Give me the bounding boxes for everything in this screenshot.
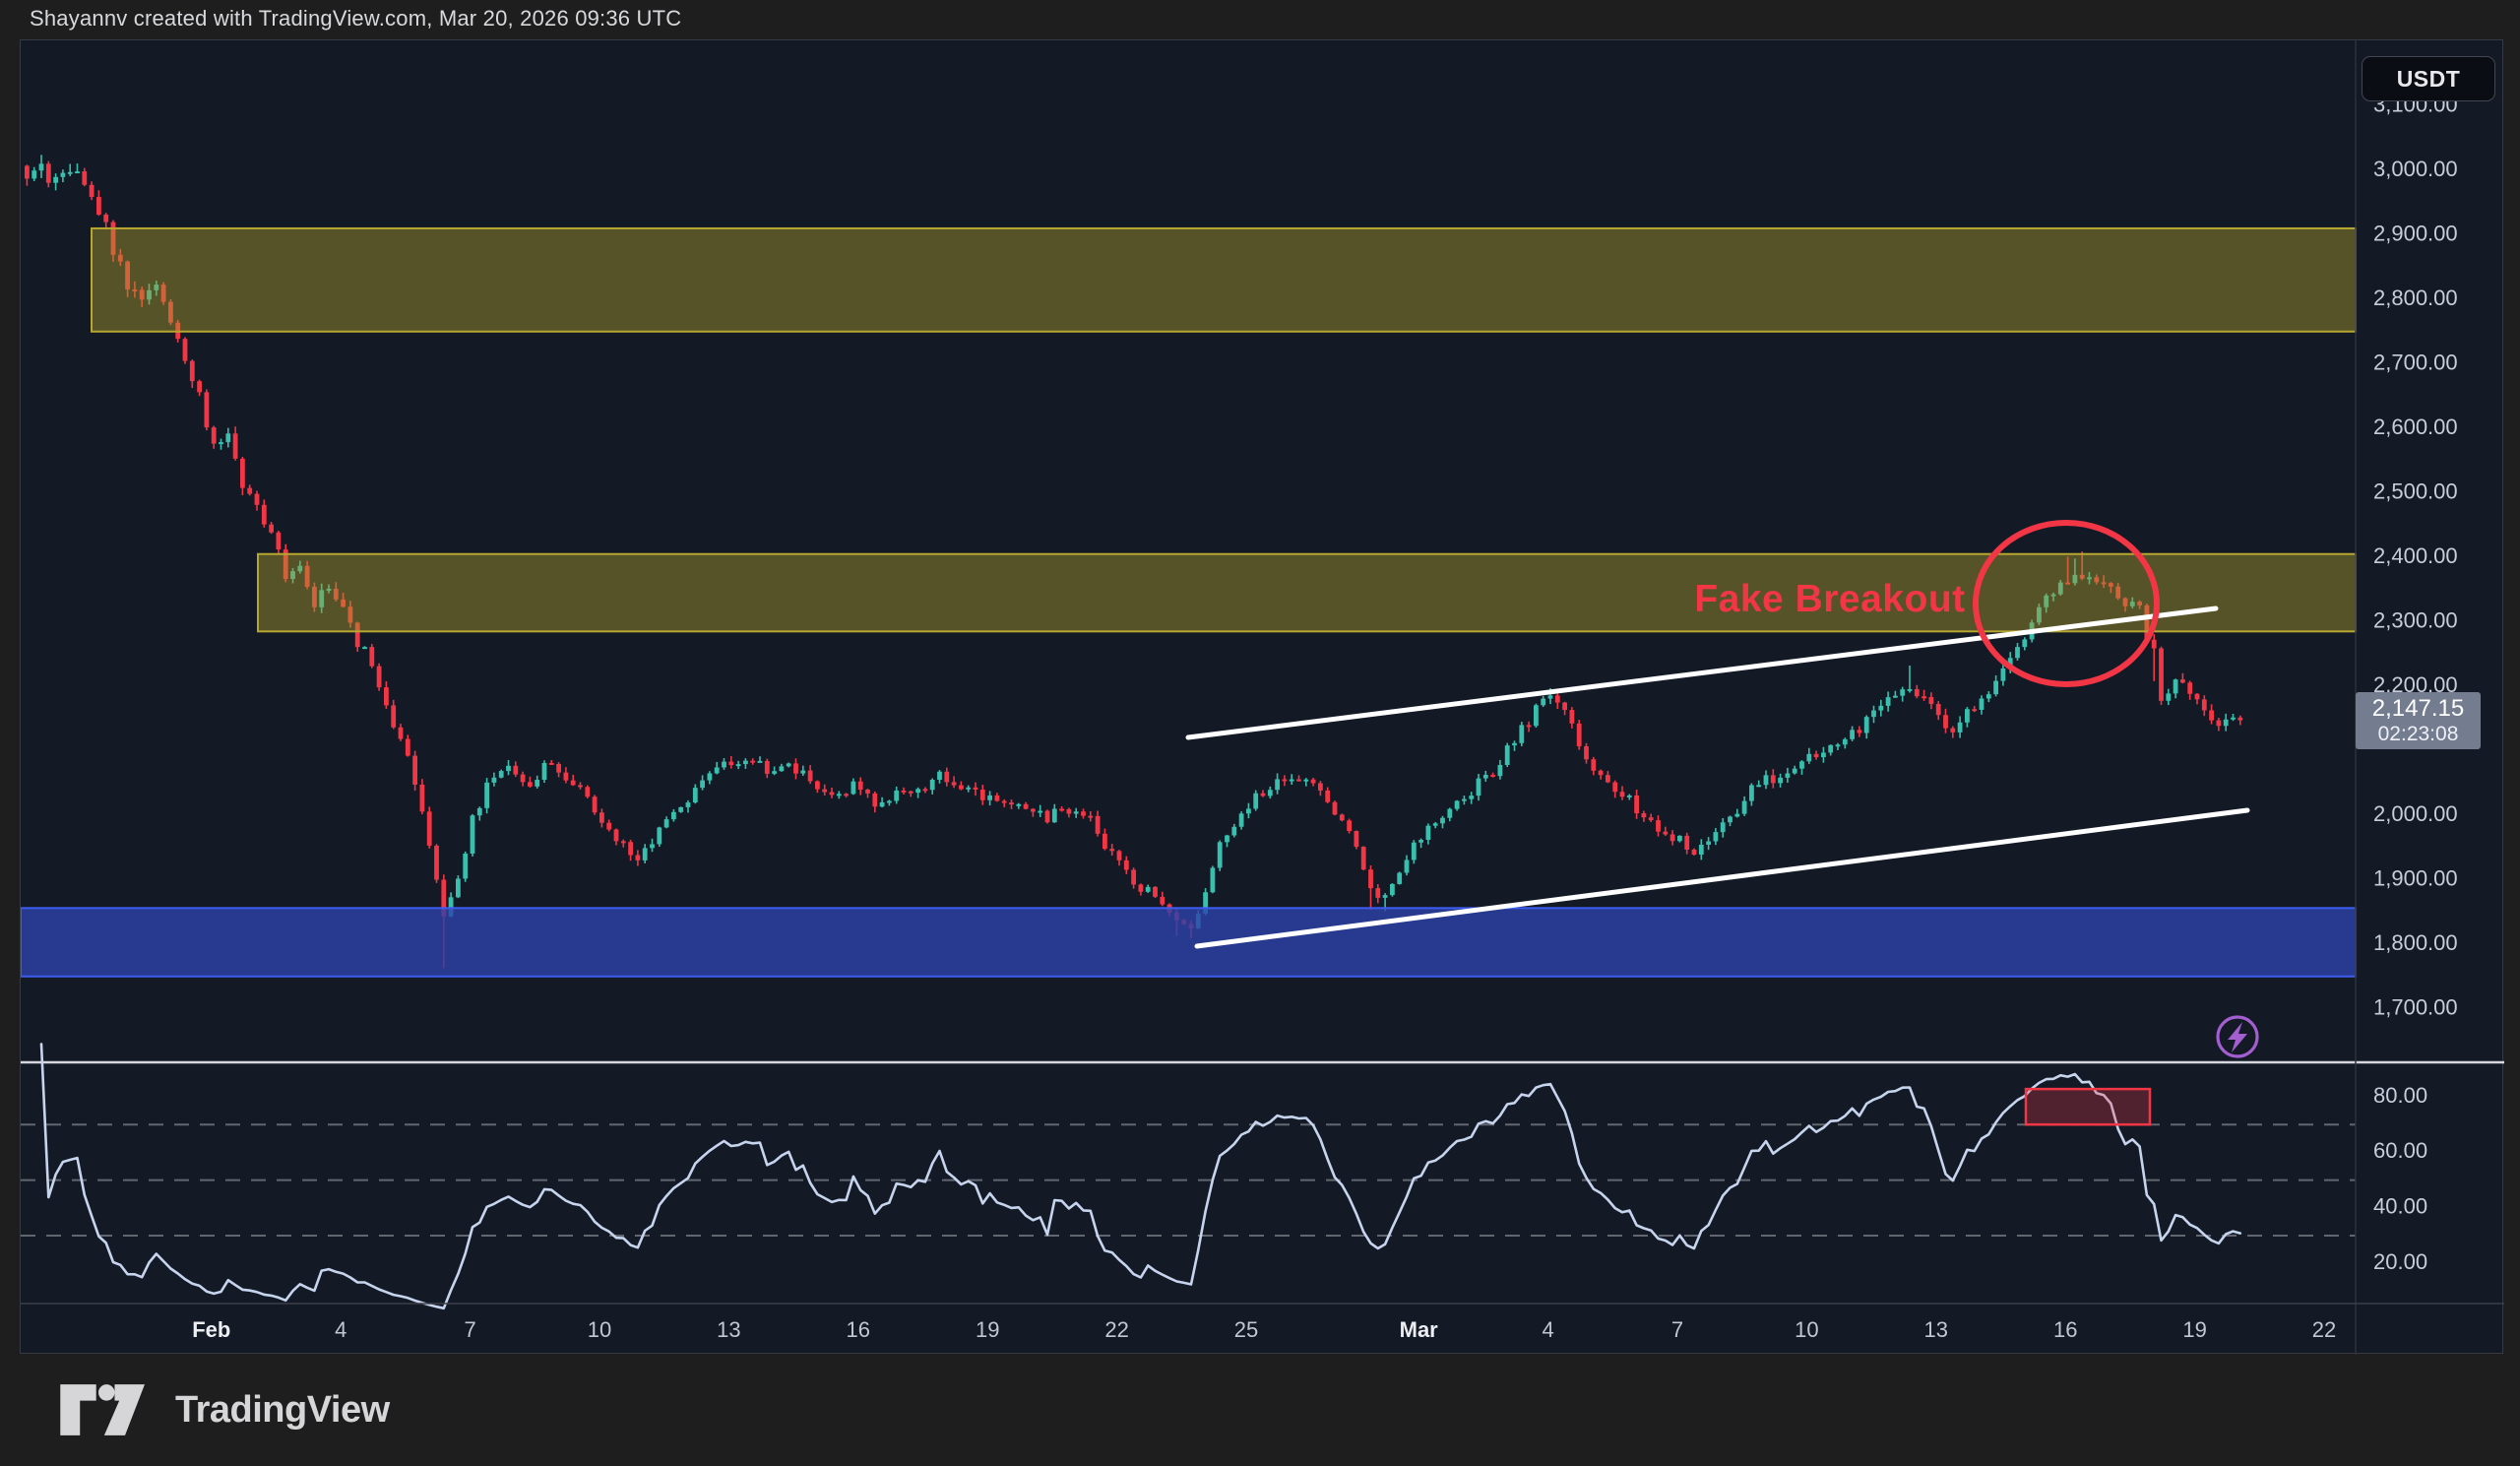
time-label-16-19: 16	[847, 1317, 870, 1342]
tradingview-logo[interactable]: TradingView	[57, 1383, 390, 1436]
tradingview-logo-icon	[60, 1384, 145, 1435]
time-label-4-7: 4	[335, 1317, 346, 1342]
last-price-label[interactable]: 2,147.15 02:23:08	[2356, 692, 2481, 749]
time-label-10-41: 10	[1795, 1317, 1818, 1342]
channel-top[interactable]	[1185, 606, 2219, 740]
chart-panel: 3,100.00 3,000.00 2,900.00 2,800.00 2,700.00…	[20, 39, 2504, 1355]
last-price-value: 2,147.15	[2371, 695, 2465, 723]
time-label-10-13: 10	[588, 1317, 611, 1342]
rsi-line	[39, 1043, 2242, 1310]
time-label-7-38: 7	[1671, 1317, 1683, 1342]
time-label-4-35: 4	[1542, 1317, 1553, 1342]
lightning-boost-icon[interactable]	[2216, 1015, 2259, 1058]
time-label-19-50: 19	[2182, 1317, 2206, 1342]
price-tick-1900: 1,900.00	[2373, 865, 2458, 890]
price-zones[interactable]	[21, 226, 2357, 978]
time-label-22-25: 22	[1104, 1317, 1128, 1342]
time-scale[interactable]: Feb 4 7 10 13 16 19 22 25 Mar 4 7 10 13 16 19 22	[192, 1317, 2336, 1342]
price-tick-2000: 2,000.00	[2373, 801, 2458, 826]
supply-zone-lower[interactable]	[257, 552, 2357, 633]
rsi-tick-60: 60.00	[2373, 1138, 2427, 1163]
tradingview-logo-text: TradingView	[175, 1388, 390, 1431]
demand-zone[interactable]	[21, 907, 2357, 978]
time-label-13-16: 13	[717, 1317, 740, 1342]
attribution-text: Shayannv created with TradingView.com, M…	[30, 6, 682, 31]
channel-bottom[interactable]	[1194, 807, 2250, 949]
rsi-tick-20: 20.00	[2373, 1249, 2427, 1274]
time-label-22-53: 22	[2312, 1317, 2336, 1342]
price-tick-2500: 2,500.00	[2373, 478, 2458, 503]
price-tick-2400: 2,400.00	[2373, 543, 2458, 568]
fake-breakout-label[interactable]: Fake Breakout	[1694, 578, 1966, 620]
price-tick-1700: 1,700.00	[2373, 994, 2458, 1019]
rsi-tick-80: 80.00	[2373, 1083, 2427, 1108]
price-tick-1800: 1,800.00	[2373, 930, 2458, 955]
price-scale[interactable]: 3,100.003,000.002,900.002,800.002,700.00…	[2373, 92, 2458, 1019]
time-label-13-44: 13	[1924, 1317, 1948, 1342]
currency-toggle-button[interactable]: USDT	[2362, 56, 2495, 101]
footer-bar: TradingView	[0, 1356, 2520, 1466]
time-label-19-22: 19	[976, 1317, 999, 1342]
candle-countdown: 02:23:08	[2377, 722, 2459, 745]
time-label-mar-32: Mar	[1400, 1317, 1439, 1342]
fake-breakout-circle[interactable]	[1973, 520, 2160, 687]
rsi-pane	[21, 1043, 2356, 1310]
time-label-feb-4: Feb	[192, 1317, 230, 1342]
trendlines[interactable]	[1185, 606, 2250, 949]
price-tick-2300: 2,300.00	[2373, 607, 2458, 632]
time-label-25-28: 25	[1234, 1317, 1258, 1342]
candlestick-series	[25, 155, 2243, 969]
chart-canvas[interactable]: 3,100.003,000.002,900.002,800.002,700.00…	[21, 40, 2504, 1355]
time-label-7-10: 7	[464, 1317, 475, 1342]
price-tick-2600: 2,600.00	[2373, 414, 2458, 439]
time-label-16-47: 16	[2053, 1317, 2077, 1342]
supply-zone-upper[interactable]	[91, 226, 2357, 333]
price-tick-2900: 2,900.00	[2373, 221, 2458, 245]
price-tick-3000: 3,000.00	[2373, 157, 2458, 181]
price-tick-2700: 2,700.00	[2373, 350, 2458, 374]
rsi-tick-40: 40.00	[2373, 1194, 2427, 1219]
rsi-overbought-box[interactable]	[2024, 1087, 2152, 1126]
attribution-bar: Shayannv created with TradingView.com, M…	[30, 0, 681, 37]
price-tick-2800: 2,800.00	[2373, 286, 2458, 310]
rsi-scale[interactable]: 80.00 60.00 40.00 20.00	[2373, 1083, 2427, 1274]
